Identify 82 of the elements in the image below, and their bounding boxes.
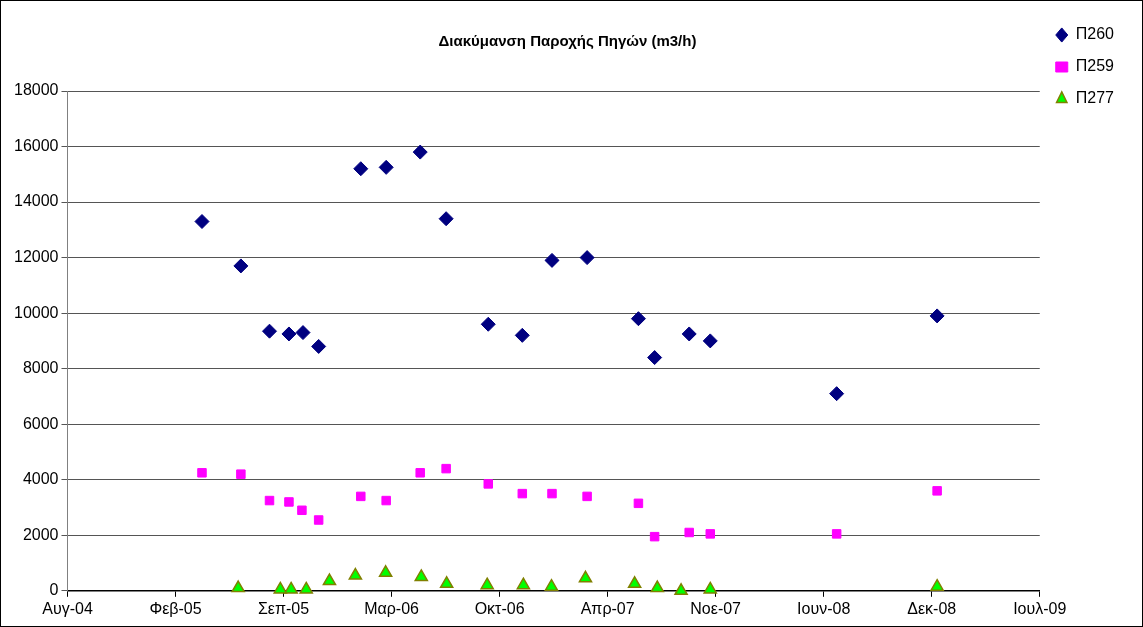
y-tick-label: 10000: [13, 303, 59, 321]
y-tick-label: 8000: [22, 359, 59, 377]
x-tick-label: Οκτ-06: [474, 599, 525, 617]
point: [313, 515, 324, 525]
y-tick-label: 18000: [13, 81, 59, 99]
point: [578, 570, 593, 583]
point: [322, 573, 337, 586]
point: [703, 581, 718, 594]
y-tick-label: 12000: [13, 248, 59, 266]
point: [415, 468, 425, 478]
point: [194, 214, 210, 229]
point: [439, 576, 454, 589]
point: [378, 159, 394, 175]
legend-label: Π277: [1075, 89, 1115, 107]
point: [483, 479, 494, 489]
point: [273, 581, 288, 594]
y-tick-label: 4000: [22, 470, 59, 488]
point: [684, 527, 694, 538]
point: [233, 258, 249, 274]
point: [284, 581, 298, 594]
y-tick-label: 0: [49, 581, 59, 599]
point: [297, 505, 307, 516]
y-tick-label: 14000: [13, 192, 59, 210]
point: [284, 497, 294, 507]
y-tick-label: 16000: [13, 136, 59, 154]
point: [299, 581, 314, 594]
point: [378, 565, 393, 577]
point: [674, 583, 688, 596]
point: [516, 577, 531, 590]
x-tick-label: Φεβ-05: [149, 599, 202, 617]
y-tick-label: 2000: [22, 525, 59, 543]
x-tick-label: Απρ-07: [580, 599, 635, 617]
x-tick-label: Δεκ-08: [907, 599, 957, 617]
x-tick-label: Ιουν-08: [797, 599, 851, 617]
point: [412, 144, 428, 160]
point: [264, 495, 275, 506]
point: [262, 323, 278, 339]
point: [441, 463, 451, 474]
chart-title: Διακύμανση Παροχής Πηγών (m3/h): [438, 32, 697, 50]
point: [929, 308, 945, 324]
y-tick-label: 6000: [22, 414, 59, 432]
point: [579, 250, 595, 266]
point: [480, 316, 496, 332]
point: [831, 529, 842, 539]
point: [547, 488, 557, 499]
point: [627, 576, 642, 589]
point: [231, 580, 245, 593]
point: [414, 569, 429, 582]
point: [514, 327, 530, 343]
point: [544, 578, 559, 591]
x-tick-label: Ιουλ-09: [1013, 599, 1067, 617]
point: [197, 468, 207, 478]
point: [650, 580, 665, 593]
point: [932, 486, 942, 496]
point: [681, 326, 697, 342]
point: [705, 529, 716, 539]
x-tick-label: Αυγ-04: [42, 599, 93, 617]
point: [281, 326, 297, 342]
point: [480, 577, 494, 590]
point: [348, 567, 363, 580]
point: [633, 498, 644, 509]
x-tick-label: Μαρ-06: [364, 599, 420, 617]
x-tick-label: Σεπ-05: [257, 599, 310, 617]
point: [311, 338, 327, 354]
point: [647, 350, 663, 366]
point: [381, 495, 391, 506]
point: [582, 491, 592, 502]
point: [438, 211, 454, 227]
point: [702, 333, 718, 349]
point: [295, 325, 311, 341]
point: [829, 386, 845, 402]
point: [930, 578, 944, 591]
legend-label: Π259: [1075, 57, 1115, 75]
point: [353, 161, 369, 177]
point: [517, 488, 528, 499]
x-tick-label: Νοε-07: [690, 599, 742, 617]
point: [544, 252, 560, 268]
point: [649, 531, 660, 542]
point: [236, 469, 246, 479]
point: [630, 311, 646, 327]
point: [356, 491, 366, 502]
legend-label: Π260: [1075, 25, 1115, 43]
